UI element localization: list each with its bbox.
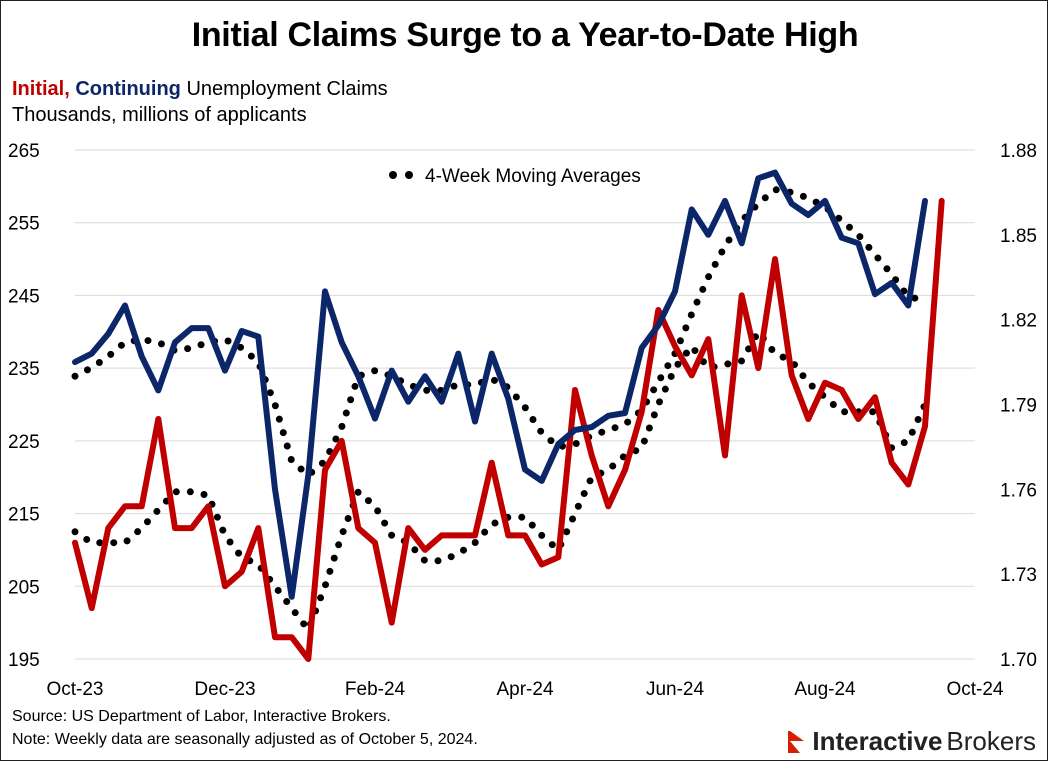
subtitle-rest: Unemployment Claims bbox=[180, 78, 388, 100]
y-right-tick-label: 1.76 bbox=[1000, 480, 1037, 501]
legend-dot-marker bbox=[389, 171, 397, 179]
chart-title: Initial Claims Surge to a Year-to-Date H… bbox=[191, 16, 859, 54]
x-tick-label: Feb-24 bbox=[345, 679, 406, 700]
y-right-tick-label: 1.85 bbox=[1000, 226, 1037, 247]
y-left-tick-label: 255 bbox=[8, 214, 40, 235]
subtitle-comma: , bbox=[64, 78, 76, 100]
legend-label: 4-Week Moving Averages bbox=[425, 166, 641, 187]
x-tick-label: Aug-24 bbox=[794, 679, 856, 700]
source-note: Source: US Department of Labor, Interact… bbox=[12, 708, 391, 725]
subtitle-continuing: Continuing bbox=[75, 78, 181, 100]
legend-dot-marker bbox=[405, 171, 413, 179]
y-left-tick-label: 235 bbox=[8, 359, 40, 380]
initial-claims-line bbox=[72, 197, 945, 662]
subtitle-initial: Initial bbox=[12, 78, 65, 100]
brand-name-part2: Brokers bbox=[946, 726, 1036, 756]
y-left-tick-label: 215 bbox=[8, 505, 40, 526]
brand-flag-icon bbox=[788, 730, 805, 753]
continuing-claims-line bbox=[72, 169, 928, 600]
continuing-moving-average-line bbox=[71, 186, 929, 479]
y-left-tick-label: 205 bbox=[8, 577, 40, 598]
data-note: Note: Weekly data are seasonally adjuste… bbox=[12, 731, 478, 748]
y-right-tick-label: 1.70 bbox=[1000, 650, 1037, 671]
y-left-tick-label: 245 bbox=[8, 286, 40, 307]
brand-logo: Interactive Brokers bbox=[786, 726, 1036, 757]
y-left-tick-label: 225 bbox=[8, 432, 40, 453]
x-tick-label: Oct-24 bbox=[946, 679, 1003, 700]
y-right-tick-label: 1.82 bbox=[1000, 311, 1037, 332]
x-tick-label: Apr-24 bbox=[496, 679, 553, 700]
x-tick-label: Dec-23 bbox=[194, 679, 255, 700]
x-tick-label: Oct-23 bbox=[46, 679, 103, 700]
y-right-tick-label: 1.88 bbox=[1000, 141, 1037, 162]
y-left-tick-label: 195 bbox=[8, 650, 40, 671]
y-left-tick-label: 265 bbox=[8, 141, 40, 162]
brand-name-part1: Interactive bbox=[812, 726, 943, 756]
series-subtitle: Initial, Continuing Unemployment Claims bbox=[12, 78, 388, 101]
x-tick-label: Jun-24 bbox=[646, 679, 705, 700]
initial-moving-average-line bbox=[71, 328, 929, 634]
y-right-tick-label: 1.79 bbox=[1000, 396, 1037, 417]
units-subtitle: Thousands, millions of applicants bbox=[12, 104, 307, 126]
y-right-tick-label: 1.73 bbox=[1000, 565, 1037, 586]
